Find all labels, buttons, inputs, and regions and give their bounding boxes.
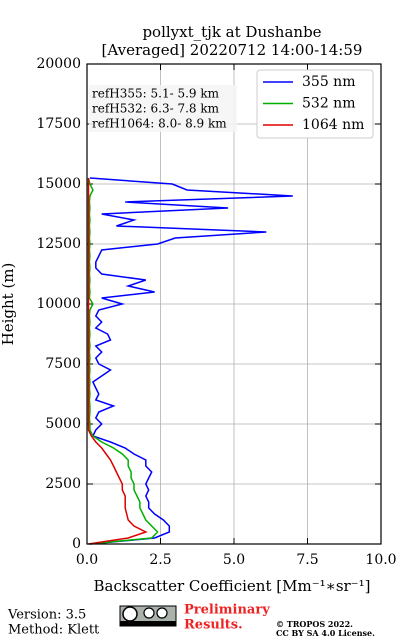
preliminary-text: Results. bbox=[184, 618, 243, 633]
copyright-text: © TROPOS 2022. bbox=[276, 619, 353, 629]
cc-badge bbox=[119, 605, 177, 627]
profile-line bbox=[87, 177, 159, 545]
plot-frame bbox=[86, 63, 382, 545]
profile-line bbox=[87, 178, 148, 545]
y-tick-label: 0 bbox=[72, 536, 81, 552]
legend-label: 1064 nm bbox=[302, 117, 364, 133]
annotation: refH355: 5.1- 5.9 km bbox=[92, 87, 220, 101]
annotation-box bbox=[89, 85, 237, 132]
x-tick-label: 7.5 bbox=[296, 552, 318, 568]
y-tick-label: 5000 bbox=[45, 416, 81, 432]
y-tick-label: 7500 bbox=[45, 356, 81, 372]
annotation: refH532: 6.3- 7.8 km bbox=[92, 102, 220, 116]
y-tick-label: 15000 bbox=[36, 176, 81, 192]
x-tick-label: 2.5 bbox=[149, 552, 171, 568]
x-tick-label: 10.0 bbox=[365, 552, 396, 568]
y-tick-label: 10000 bbox=[36, 296, 81, 312]
method-text: Method: Klett bbox=[8, 623, 100, 638]
x-tick-label: 5.0 bbox=[223, 552, 245, 568]
y-tick-label: 2500 bbox=[45, 476, 81, 492]
y-tick-label: 12500 bbox=[36, 236, 81, 252]
legend-box bbox=[256, 69, 374, 139]
legend-label: 355 nm bbox=[302, 74, 355, 90]
chart-title: pollyxt_tjk at Dushanbe bbox=[142, 23, 321, 41]
y-axis-label: Height (m) bbox=[0, 263, 17, 346]
annotation: refH1064: 8.0- 8.9 km bbox=[92, 117, 227, 131]
plot-area: 0 2500 5000 7500 10000 12500 15000 17500 20000 0.… bbox=[36, 56, 396, 568]
preliminary-text: Preliminary bbox=[184, 603, 270, 618]
y-tick-label: 20000 bbox=[36, 56, 81, 72]
profile-line bbox=[89, 177, 293, 545]
x-axis-label: Backscatter Coefficient [Mm⁻¹∗sr⁻¹] bbox=[94, 577, 371, 595]
version-text: Version: 3.5 bbox=[7, 608, 86, 623]
y-tick-label: 17500 bbox=[36, 116, 81, 132]
license-text: CC BY SA 4.0 License. bbox=[276, 628, 375, 638]
legend-label: 532 nm bbox=[302, 96, 355, 112]
chart-subtitle: [Averaged] 20220712 14:00-14:59 bbox=[102, 41, 363, 59]
x-tick-label: 0.0 bbox=[76, 552, 98, 568]
